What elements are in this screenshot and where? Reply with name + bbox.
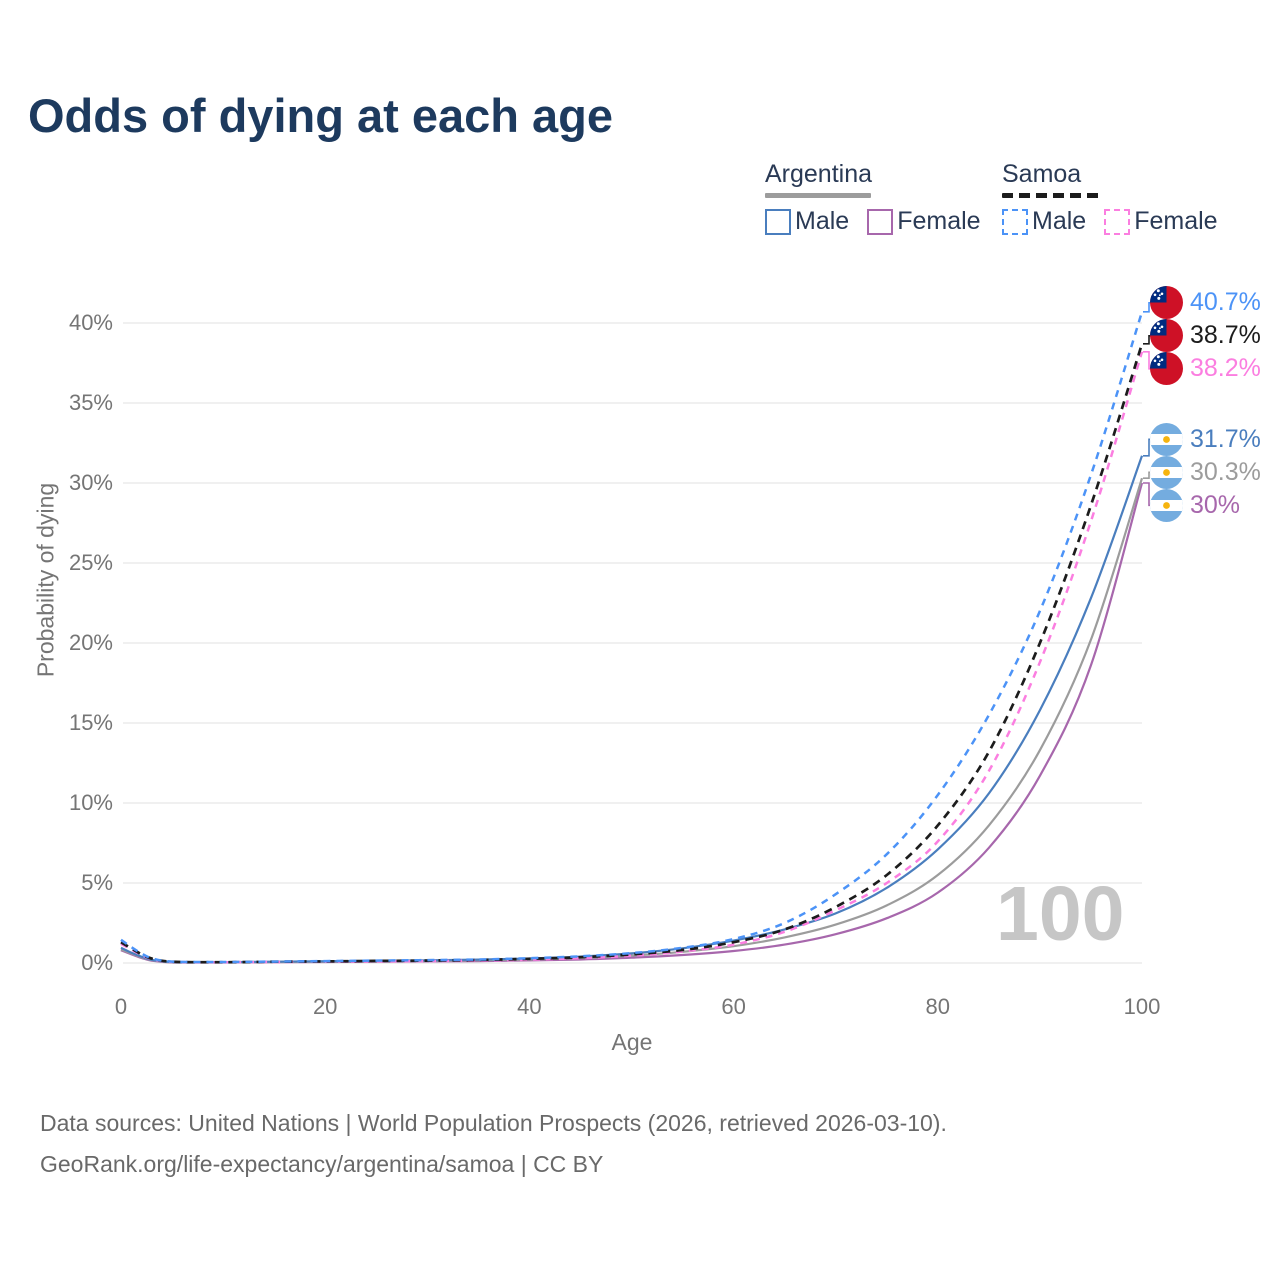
legend-label: Female (897, 207, 981, 235)
samoa-male-swatch-icon (1002, 208, 1028, 235)
end-label-samoa-female: 38.2% (1150, 352, 1261, 386)
age-watermark: 100 (996, 871, 1125, 957)
argentina-flag-icon (1150, 455, 1183, 489)
samoa-female-swatch-icon (1104, 208, 1131, 235)
end-label-value: 30% (1190, 490, 1241, 519)
y-tick-label: 5% (81, 870, 113, 895)
legend-argentina-both-swatch (765, 193, 871, 198)
series-line-samoa-both (120, 343, 1144, 964)
y-tick-label: 30% (68, 470, 113, 495)
argentina-flag-icon (1150, 422, 1183, 456)
footer-attribution-link: GeoRank.org/life-expectancy/argentina/sa… (40, 1151, 604, 1177)
legend-group-argentina: Argentina Male Female (765, 160, 999, 236)
argentina-flag-icon (1150, 488, 1183, 522)
x-tick-label: 100 (1123, 994, 1161, 1019)
legend-label: Female (1134, 207, 1218, 235)
y-tick-label: 0% (81, 950, 113, 975)
x-tick-label: 20 (312, 994, 338, 1019)
x-axis-title: Age (611, 1029, 653, 1055)
series-line-argentina-both (120, 477, 1144, 964)
samoa-flag-icon (1150, 319, 1183, 353)
legend-label: Male (795, 207, 850, 235)
y-tick-label: 25% (68, 550, 113, 575)
end-label-value: 40.7% (1190, 288, 1261, 317)
y-tick-label: 35% (68, 390, 113, 415)
y-axis-title: Probability of dying (32, 482, 59, 678)
end-label-value: 30.3% (1190, 457, 1261, 486)
end-label-value: 38.7% (1190, 321, 1261, 350)
end-label-samoa-both: 38.7% (1150, 319, 1261, 353)
page-title: Odds of dying at each age (28, 89, 613, 142)
legend-country-argentina: Argentina (765, 160, 873, 188)
series-line-samoa-male (120, 311, 1144, 964)
legend-item-argentina-female[interactable]: Female (867, 207, 981, 236)
argentina-female-swatch-icon (867, 208, 894, 235)
y-tick-label: 10% (68, 790, 113, 815)
end-label-value: 31.7% (1190, 424, 1261, 453)
series-line-argentina-male (120, 455, 1144, 964)
footer-data-sources: Data sources: United Nations | World Pop… (40, 1110, 947, 1136)
end-label-samoa-male: 40.7% (1150, 286, 1261, 320)
legend-row-samoa: Male Female (1002, 207, 1236, 236)
x-tick-label: 0 (114, 994, 128, 1019)
footer: Data sources: United Nations | World Pop… (40, 1103, 947, 1185)
legend-group-samoa: Samoa Male Female (1002, 160, 1236, 236)
y-tick-label: 40% (68, 310, 113, 335)
legend-country-samoa: Samoa (1002, 160, 1082, 188)
x-tick-label: 80 (925, 994, 951, 1019)
x-tick-label: 40 (517, 994, 542, 1019)
end-label-argentina-both: 30.3% (1150, 455, 1261, 489)
legend-item-samoa-male[interactable]: Male (1002, 207, 1086, 236)
samoa-flag-icon (1150, 286, 1183, 320)
argentina-male-swatch-icon (765, 208, 791, 235)
series-line-samoa-female (120, 351, 1144, 964)
x-tick-label: 60 (721, 994, 746, 1019)
y-tick-label: 15% (68, 710, 113, 735)
y-tick-label: 20% (68, 630, 113, 655)
legend-item-samoa-female[interactable]: Female (1104, 207, 1218, 236)
legend-row-argentina: Male Female (765, 207, 999, 236)
end-label-value: 38.2% (1190, 354, 1261, 383)
samoa-flag-icon (1150, 352, 1183, 386)
legend-item-argentina-male[interactable]: Male (765, 207, 849, 236)
legend-label: Male (1032, 207, 1087, 235)
legend-samoa-both-swatch (1002, 193, 1104, 198)
end-label-argentina-male: 31.7% (1150, 422, 1261, 456)
end-label-argentina-female: 30% (1150, 488, 1241, 522)
